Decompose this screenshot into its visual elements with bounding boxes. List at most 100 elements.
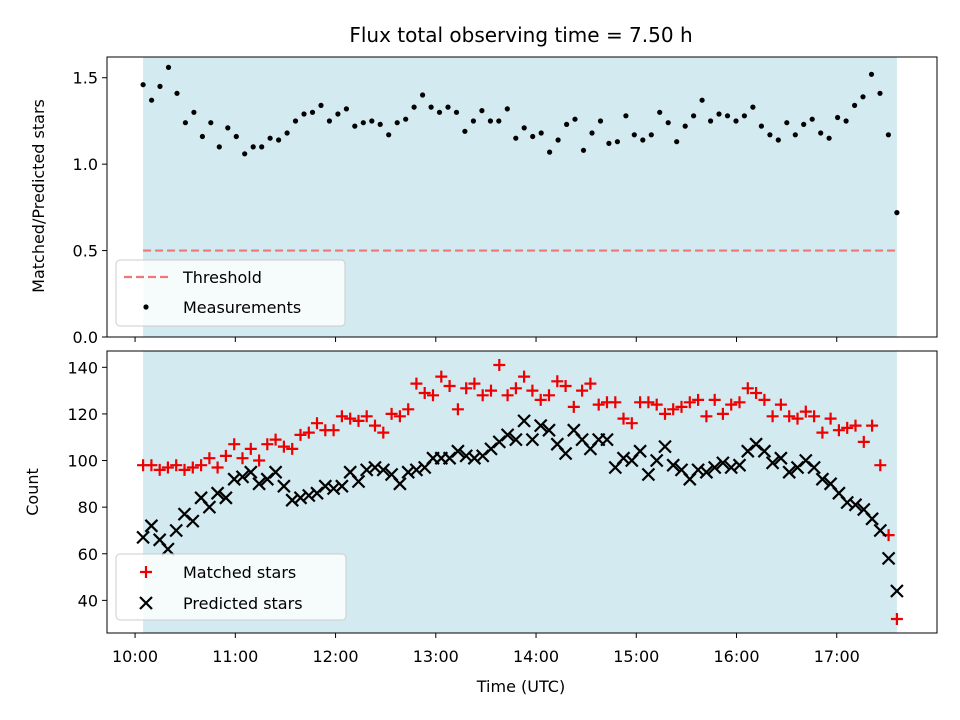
- measurement-point: [284, 130, 290, 136]
- predicted-star-point: [376, 463, 391, 477]
- measurement-point: [708, 118, 714, 124]
- matched-star-point: [576, 384, 589, 397]
- y-tick-label: 40: [78, 591, 98, 610]
- measurement-point: [606, 140, 612, 146]
- measurement-point: [894, 210, 900, 216]
- matched-star-point: [683, 396, 696, 409]
- measurement-point: [513, 135, 519, 141]
- measurement-point: [724, 113, 731, 119]
- measurement-point: [564, 121, 570, 127]
- matched-star-point: [592, 398, 605, 411]
- measurement-point: [699, 97, 705, 103]
- ratio-legend: Threshold Measurements: [115, 259, 346, 327]
- predicted-star-point: [459, 449, 473, 463]
- measurement-point: [496, 118, 502, 124]
- measurement-point: [860, 94, 866, 100]
- measurement-point: [631, 132, 637, 138]
- measurement-point: [843, 118, 849, 124]
- count-legend: Matched stars Predicted stars: [115, 553, 347, 621]
- predicted-star-point: [318, 479, 333, 493]
- count-y-ticks: 40 60 80 100 120 140: [67, 358, 107, 610]
- ratio-y-axis-label: Matched/Predicted stars: [29, 99, 48, 293]
- predicted-star-point: [558, 446, 573, 461]
- predicted-star-point: [716, 456, 730, 470]
- matched-star-point: [369, 419, 381, 432]
- x-tick-label: 11:00: [212, 647, 258, 666]
- legend-matched-swatch: [140, 566, 152, 578]
- measurement-point: [157, 83, 163, 89]
- measurement-point: [420, 92, 426, 98]
- matched-star-point: [866, 419, 879, 432]
- matched-star-point: [393, 410, 406, 423]
- x-tick-label: 13:00: [413, 647, 459, 666]
- predicted-star-point: [666, 458, 680, 472]
- legend-predicted-swatch: [139, 596, 153, 610]
- measurement-point: [885, 132, 892, 138]
- predicted-star-point: [202, 500, 217, 514]
- measurement-point: [309, 109, 316, 115]
- measurement-point: [597, 118, 604, 124]
- predicted-star-point: [881, 551, 896, 566]
- matched-star-point: [286, 442, 299, 455]
- measurement-point: [259, 144, 265, 150]
- measurement-point: [301, 111, 307, 117]
- matched-star-point: [642, 396, 655, 409]
- matched-star-point: [509, 382, 522, 395]
- measurement-point: [852, 102, 858, 108]
- matched-star-point: [352, 414, 365, 427]
- predicted-star-point: [774, 451, 788, 465]
- predicted-star-point: [451, 444, 465, 458]
- measurement-point: [657, 109, 663, 115]
- predicted-star-point: [699, 465, 714, 479]
- measurement-point: [530, 133, 536, 140]
- matched-star-point: [543, 389, 555, 402]
- matched-star-point: [551, 375, 564, 388]
- matched-star-point: [435, 370, 448, 383]
- matched-star-point: [741, 382, 754, 395]
- measurement-point: [792, 132, 798, 138]
- predicted-star-point: [724, 460, 738, 475]
- measurement-point: [250, 144, 256, 150]
- y-tick-label: 60: [78, 545, 98, 564]
- predicted-star-point: [616, 451, 631, 465]
- matched-star-point: [518, 370, 531, 383]
- measurement-point: [276, 137, 282, 143]
- ratio-axes-frame: [106, 56, 938, 338]
- matched-star-point: [493, 359, 506, 371]
- y-tick-label: 1.5: [73, 69, 98, 88]
- ratio-x-ticks: [134, 337, 838, 342]
- chart-title: Flux total observing time = 7.50 h: [349, 23, 692, 47]
- predicted-star-point: [533, 418, 548, 433]
- legend-measurements-label: Measurements: [183, 298, 301, 317]
- predicted-star-point: [815, 472, 830, 486]
- matched-star-point: [294, 428, 307, 441]
- measurement-point: [640, 137, 646, 143]
- measurement-point: [436, 109, 443, 115]
- measurement-point: [767, 132, 773, 138]
- legend-matched-label: Matched stars: [183, 563, 296, 582]
- matched-star-points: [137, 359, 903, 625]
- predicted-star-point: [732, 458, 747, 472]
- matched-star-point: [849, 419, 862, 432]
- predicted-star-point: [848, 498, 863, 512]
- matched-star-point: [857, 435, 870, 448]
- y-tick-label: 120: [67, 405, 98, 424]
- predicted-star-point: [600, 432, 614, 447]
- measurement-point: [149, 97, 155, 103]
- measurement-point: [784, 120, 790, 126]
- measurement-point: [868, 71, 875, 77]
- matched-star-point: [758, 393, 771, 406]
- measurement-point: [233, 133, 239, 140]
- matched-star-point: [700, 410, 713, 423]
- matched-star-point: [228, 438, 241, 451]
- count-legend-box: [115, 553, 347, 621]
- predicted-star-point: [326, 481, 341, 496]
- ratio-panel: 0.0 0.5 1.0 1.5 Matched/Predicted stars Thr…: [29, 56, 938, 347]
- predicted-star-point: [525, 432, 540, 447]
- measurement-point: [199, 133, 205, 140]
- predicted-star-point: [368, 460, 382, 475]
- predicted-star-point: [186, 514, 200, 528]
- predicted-star-point: [219, 491, 233, 505]
- matched-star-point: [244, 442, 257, 455]
